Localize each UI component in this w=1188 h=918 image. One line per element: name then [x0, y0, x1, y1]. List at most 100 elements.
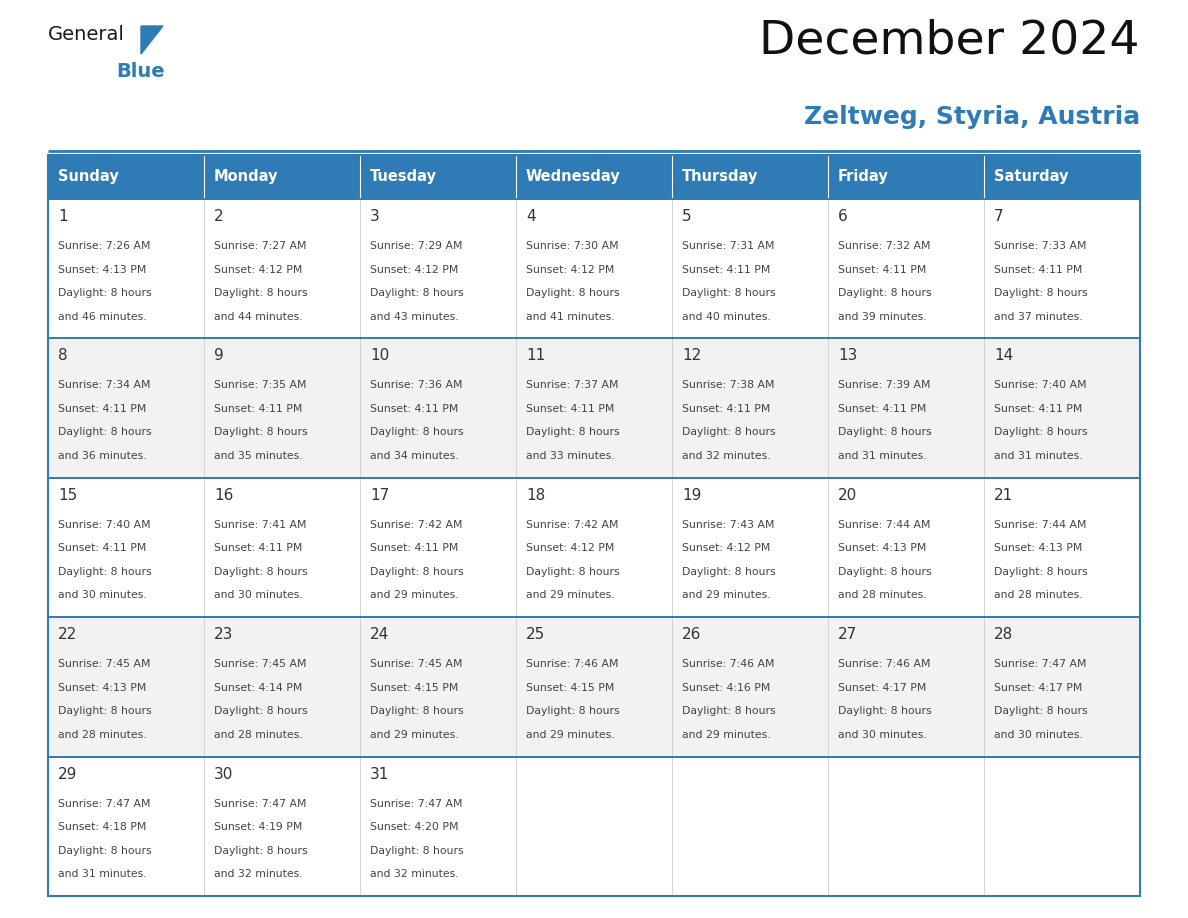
Text: 1: 1 — [58, 209, 68, 224]
Text: 21: 21 — [994, 487, 1013, 503]
Text: 17: 17 — [369, 487, 390, 503]
Text: Daylight: 8 hours: Daylight: 8 hours — [369, 566, 463, 577]
Text: 14: 14 — [994, 349, 1013, 364]
Text: Daylight: 8 hours: Daylight: 8 hours — [58, 288, 152, 298]
Text: Sunrise: 7:44 AM: Sunrise: 7:44 AM — [994, 520, 1087, 530]
Text: and 31 minutes.: and 31 minutes. — [994, 451, 1082, 461]
Bar — [48, 199, 1140, 339]
Text: 6: 6 — [838, 209, 848, 224]
Text: Sunset: 4:11 PM: Sunset: 4:11 PM — [58, 543, 146, 554]
Bar — [204, 155, 360, 199]
Text: and 31 minutes.: and 31 minutes. — [58, 869, 146, 879]
Text: and 28 minutes.: and 28 minutes. — [58, 730, 146, 740]
Text: Daylight: 8 hours: Daylight: 8 hours — [526, 706, 620, 716]
Text: Sunset: 4:15 PM: Sunset: 4:15 PM — [526, 683, 614, 693]
Text: Daylight: 8 hours: Daylight: 8 hours — [838, 706, 931, 716]
Bar — [48, 339, 1140, 477]
Text: Daylight: 8 hours: Daylight: 8 hours — [838, 428, 931, 437]
Text: and 29 minutes.: and 29 minutes. — [682, 730, 771, 740]
Text: and 37 minutes.: and 37 minutes. — [994, 311, 1082, 321]
Text: Saturday: Saturday — [994, 170, 1068, 185]
Text: Daylight: 8 hours: Daylight: 8 hours — [214, 428, 308, 437]
Text: 10: 10 — [369, 349, 390, 364]
Text: Sunset: 4:12 PM: Sunset: 4:12 PM — [526, 543, 614, 554]
Text: Sunset: 4:11 PM: Sunset: 4:11 PM — [369, 543, 459, 554]
Bar — [516, 155, 672, 199]
Text: 9: 9 — [214, 349, 223, 364]
Text: and 41 minutes.: and 41 minutes. — [526, 311, 614, 321]
Text: 19: 19 — [682, 487, 701, 503]
Text: 27: 27 — [838, 627, 858, 643]
Text: and 31 minutes.: and 31 minutes. — [838, 451, 927, 461]
Text: Daylight: 8 hours: Daylight: 8 hours — [58, 566, 152, 577]
Text: Daylight: 8 hours: Daylight: 8 hours — [58, 428, 152, 437]
Text: Sunrise: 7:43 AM: Sunrise: 7:43 AM — [682, 520, 775, 530]
Text: and 40 minutes.: and 40 minutes. — [682, 311, 771, 321]
Text: Sunrise: 7:34 AM: Sunrise: 7:34 AM — [58, 380, 151, 390]
Bar — [48, 477, 1140, 617]
Text: and 32 minutes.: and 32 minutes. — [369, 869, 459, 879]
Text: and 30 minutes.: and 30 minutes. — [58, 590, 147, 600]
Text: 30: 30 — [214, 767, 233, 781]
Text: 20: 20 — [838, 487, 858, 503]
Text: Sunrise: 7:46 AM: Sunrise: 7:46 AM — [838, 659, 930, 669]
Text: Sunrise: 7:42 AM: Sunrise: 7:42 AM — [526, 520, 619, 530]
Text: Daylight: 8 hours: Daylight: 8 hours — [682, 288, 776, 298]
Text: and 35 minutes.: and 35 minutes. — [214, 451, 303, 461]
Text: Sunrise: 7:32 AM: Sunrise: 7:32 AM — [838, 241, 930, 251]
Text: Sunset: 4:14 PM: Sunset: 4:14 PM — [214, 683, 303, 693]
Text: Wednesday: Wednesday — [526, 170, 621, 185]
Text: Daylight: 8 hours: Daylight: 8 hours — [994, 566, 1088, 577]
Text: December 2024: December 2024 — [759, 18, 1140, 63]
Text: Daylight: 8 hours: Daylight: 8 hours — [214, 566, 308, 577]
Text: Sunset: 4:12 PM: Sunset: 4:12 PM — [682, 543, 770, 554]
Text: 12: 12 — [682, 349, 701, 364]
Text: Sunset: 4:13 PM: Sunset: 4:13 PM — [838, 543, 927, 554]
Text: Sunrise: 7:45 AM: Sunrise: 7:45 AM — [58, 659, 151, 669]
Text: Sunrise: 7:46 AM: Sunrise: 7:46 AM — [526, 659, 619, 669]
Text: 11: 11 — [526, 349, 545, 364]
Text: Sunday: Sunday — [58, 170, 119, 185]
Text: Sunrise: 7:47 AM: Sunrise: 7:47 AM — [369, 799, 462, 809]
Text: 25: 25 — [526, 627, 545, 643]
Text: Sunrise: 7:44 AM: Sunrise: 7:44 AM — [838, 520, 930, 530]
Text: Sunset: 4:18 PM: Sunset: 4:18 PM — [58, 823, 146, 832]
Text: Sunset: 4:17 PM: Sunset: 4:17 PM — [838, 683, 927, 693]
Text: and 29 minutes.: and 29 minutes. — [369, 590, 459, 600]
Text: Sunrise: 7:46 AM: Sunrise: 7:46 AM — [682, 659, 775, 669]
Bar — [48, 756, 1140, 896]
Text: Sunrise: 7:31 AM: Sunrise: 7:31 AM — [682, 241, 775, 251]
Text: 23: 23 — [214, 627, 233, 643]
Text: and 29 minutes.: and 29 minutes. — [369, 730, 459, 740]
Text: Tuesday: Tuesday — [369, 170, 437, 185]
Text: Daylight: 8 hours: Daylight: 8 hours — [838, 288, 931, 298]
Text: Sunset: 4:19 PM: Sunset: 4:19 PM — [214, 823, 303, 832]
Text: and 30 minutes.: and 30 minutes. — [214, 590, 303, 600]
Text: Zeltweg, Styria, Austria: Zeltweg, Styria, Austria — [804, 105, 1140, 129]
Text: Sunrise: 7:45 AM: Sunrise: 7:45 AM — [369, 659, 462, 669]
Text: and 30 minutes.: and 30 minutes. — [838, 730, 927, 740]
Text: and 39 minutes.: and 39 minutes. — [838, 311, 927, 321]
Text: and 44 minutes.: and 44 minutes. — [214, 311, 303, 321]
Text: Sunrise: 7:42 AM: Sunrise: 7:42 AM — [369, 520, 462, 530]
Text: Monday: Monday — [214, 170, 278, 185]
Text: Sunset: 4:11 PM: Sunset: 4:11 PM — [214, 404, 303, 414]
Text: Daylight: 8 hours: Daylight: 8 hours — [369, 706, 463, 716]
Text: and 33 minutes.: and 33 minutes. — [526, 451, 614, 461]
Text: Daylight: 8 hours: Daylight: 8 hours — [994, 706, 1088, 716]
Text: Sunrise: 7:47 AM: Sunrise: 7:47 AM — [994, 659, 1087, 669]
Text: and 29 minutes.: and 29 minutes. — [682, 590, 771, 600]
Text: 22: 22 — [58, 627, 77, 643]
Text: Sunrise: 7:38 AM: Sunrise: 7:38 AM — [682, 380, 775, 390]
Text: Sunrise: 7:41 AM: Sunrise: 7:41 AM — [214, 520, 307, 530]
Text: and 43 minutes.: and 43 minutes. — [369, 311, 459, 321]
Bar — [48, 155, 1140, 896]
Text: Sunset: 4:16 PM: Sunset: 4:16 PM — [682, 683, 770, 693]
Text: Daylight: 8 hours: Daylight: 8 hours — [994, 428, 1088, 437]
Polygon shape — [141, 26, 163, 54]
Text: Sunrise: 7:33 AM: Sunrise: 7:33 AM — [994, 241, 1087, 251]
Text: Daylight: 8 hours: Daylight: 8 hours — [682, 428, 776, 437]
Text: Daylight: 8 hours: Daylight: 8 hours — [214, 288, 308, 298]
Text: 31: 31 — [369, 767, 390, 781]
Text: Blue: Blue — [116, 62, 165, 81]
